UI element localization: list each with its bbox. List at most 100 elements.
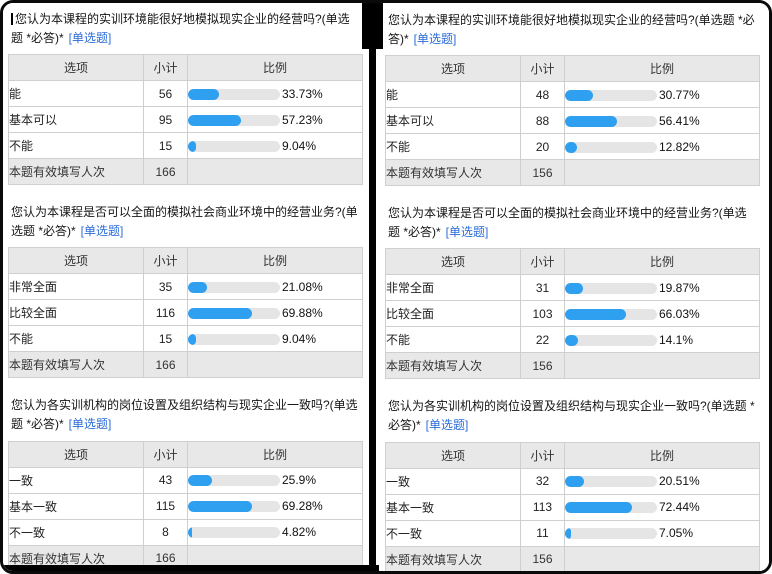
result-table: 选项 小计 比例 能 48 30.77% 基本可以 88 56.41% 不能 2…: [385, 55, 760, 187]
count-value: 20: [520, 133, 565, 161]
question-block: 您认为本课程是否可以全面的模拟社会商业环境中的经营业务?(单选题 *必答)* [单…: [385, 200, 760, 380]
ratio-bar-fill: [565, 282, 584, 294]
table-row: 能 48 30.77%: [385, 81, 760, 109]
ratio-cell: 9.04%: [187, 132, 363, 160]
question-type-link[interactable]: [单选题]: [413, 31, 457, 46]
option-label: 基本一致: [385, 493, 521, 521]
ratio-percentage: 69.28%: [282, 499, 323, 514]
column-header-count: 小计: [143, 54, 188, 82]
table-row: 一致 32 20.51%: [385, 467, 760, 495]
table-footer-row: 本题有效填写人次 166: [8, 351, 363, 379]
ratio-bar-fill: [565, 141, 577, 153]
question-text: 您认为各实训机构的岗位设置及组织结构与现实企业一致吗?(单选题 *必答)*: [11, 398, 358, 431]
table-body: 能 56 33.73% 基本可以 95 57.23% 不能 15 9.04%: [8, 80, 363, 160]
column-header-count: 小计: [143, 440, 188, 468]
table-body: 一致 32 20.51% 基本一致 113 72.44% 不一致 11 7.05…: [385, 467, 760, 547]
ratio-percentage: 9.04%: [282, 332, 317, 347]
table-row: 基本可以 95 57.23%: [8, 106, 363, 134]
count-value: 48: [520, 81, 565, 109]
ratio-cell: 30.77%: [564, 81, 760, 109]
option-label: 基本可以: [385, 107, 521, 135]
ratio-cell: 66.03%: [564, 300, 760, 328]
option-label: 不能: [8, 325, 144, 353]
question-text: 您认为各实训机构的岗位设置及组织结构与现实企业一致吗?(单选题 *必答)*: [388, 399, 755, 432]
ratio-cell: 69.28%: [187, 492, 363, 520]
ratio-bar-track: [565, 475, 657, 487]
footer-empty-cell: [187, 351, 363, 379]
option-label: 一致: [8, 466, 144, 494]
ratio-bar-track: [188, 474, 280, 486]
question-title: 您认为本课程是否可以全面的模拟社会商业环境中的经营业务?(单选题 *必答)* [单…: [385, 200, 760, 248]
table-header-row: 选项 小计 比例: [8, 247, 363, 275]
question-type-link[interactable]: [单选题]: [80, 223, 124, 238]
footer-label: 本题有效填写人次: [8, 158, 144, 186]
ratio-bar-track: [188, 333, 280, 345]
question-type-link[interactable]: [单选题]: [68, 30, 112, 45]
table-body: 能 48 30.77% 基本可以 88 56.41% 不能 20 12.82%: [385, 81, 760, 161]
ratio-cell: 56.41%: [564, 107, 760, 135]
ratio-bar-fill: [188, 500, 252, 512]
question-title: 您认为各实训机构的岗位设置及组织结构与现实企业一致吗?(单选题 *必答)* [单选…: [8, 392, 363, 440]
column-header-ratio: 比例: [187, 440, 363, 468]
count-value: 35: [143, 273, 188, 301]
ratio-bar-fill: [565, 501, 632, 513]
count-value: 15: [143, 132, 188, 160]
question-block: 您认为本课程的实训环境能很好地模拟现实企业的经营吗?(单选题 *必答)* [单选题…: [8, 6, 363, 186]
option-label: 不一致: [385, 519, 521, 547]
question-title: 您认为本课程的实训环境能很好地模拟现实企业的经营吗?(单选题 *必答)* [单选题…: [385, 7, 760, 55]
option-label: 能: [385, 81, 521, 109]
ratio-percentage: 7.05%: [659, 526, 694, 541]
ratio-percentage: 20.51%: [659, 474, 700, 489]
ratio-cell: 21.08%: [187, 273, 363, 301]
column-header-option: 选项: [385, 441, 521, 469]
count-value: 88: [520, 107, 565, 135]
count-value: 115: [143, 492, 188, 520]
ratio-bar-fill: [188, 474, 212, 486]
question-block: 您认为本课程的实训环境能很好地模拟现实企业的经营吗?(单选题 *必答)* [单选题…: [385, 7, 760, 187]
ratio-bar-track: [188, 500, 280, 512]
question-type-link[interactable]: [单选题]: [68, 416, 112, 431]
question-type-link[interactable]: [单选题]: [445, 224, 489, 239]
footer-empty-cell: [564, 545, 760, 571]
table-row: 不一致 8 4.82%: [8, 518, 363, 546]
result-table: 选项 小计 比例 一致 32 20.51% 基本一致 113 72.44% 不一…: [385, 441, 760, 571]
footer-label: 本题有效填写人次: [8, 351, 144, 379]
ratio-bar-fill: [565, 115, 617, 127]
column-header-count: 小计: [520, 248, 565, 276]
ratio-cell: 4.82%: [187, 518, 363, 546]
ratio-bar-track: [565, 527, 657, 539]
ratio-bar-track: [565, 115, 657, 127]
table-header-row: 选项 小计 比例: [385, 441, 760, 469]
ratio-bar-fill: [188, 114, 241, 126]
question-text: 您认为本课程的实训环境能很好地模拟现实企业的经营吗?(单选题 *必答)*: [388, 13, 755, 46]
text-cursor-icon: [11, 13, 13, 25]
column-header-ratio: 比例: [564, 441, 760, 469]
count-value: 22: [520, 326, 565, 354]
ratio-bar-track: [188, 140, 280, 152]
option-label: 一致: [385, 467, 521, 495]
count-value: 15: [143, 325, 188, 353]
table-row: 一致 43 25.9%: [8, 466, 363, 494]
column-header-option: 选项: [8, 247, 144, 275]
question-text: 您认为本课程是否可以全面的模拟社会商业环境中的经营业务?(单选题 *必答)*: [11, 205, 358, 238]
question-block: 您认为本课程是否可以全面的模拟社会商业环境中的经营业务?(单选题 *必答)* [单…: [8, 199, 363, 379]
table-row: 能 56 33.73%: [8, 80, 363, 108]
ratio-cell: 14.1%: [564, 326, 760, 354]
table-row: 比较全面 103 66.03%: [385, 300, 760, 328]
table-header-row: 选项 小计 比例: [385, 248, 760, 276]
table-row: 不能 15 9.04%: [8, 325, 363, 353]
result-table: 选项 小计 比例 能 56 33.73% 基本可以 95 57.23% 不能 1…: [8, 54, 363, 186]
ratio-bar-track: [565, 501, 657, 513]
column-header-ratio: 比例: [187, 247, 363, 275]
ratio-cell: 19.87%: [564, 274, 760, 302]
table-header-row: 选项 小计 比例: [385, 55, 760, 83]
panel-left: 您认为本课程的实训环境能很好地模拟现实企业的经营吗?(单选题 *必答)* [单选题…: [3, 3, 369, 571]
question-type-link[interactable]: [单选题]: [425, 417, 469, 432]
option-label: 不能: [385, 326, 521, 354]
ratio-bar-fill: [565, 475, 584, 487]
column-header-option: 选项: [385, 55, 521, 83]
column-header-ratio: 比例: [564, 55, 760, 83]
count-value: 56: [143, 80, 188, 108]
column-header-option: 选项: [8, 440, 144, 468]
ratio-cell: 25.9%: [187, 466, 363, 494]
